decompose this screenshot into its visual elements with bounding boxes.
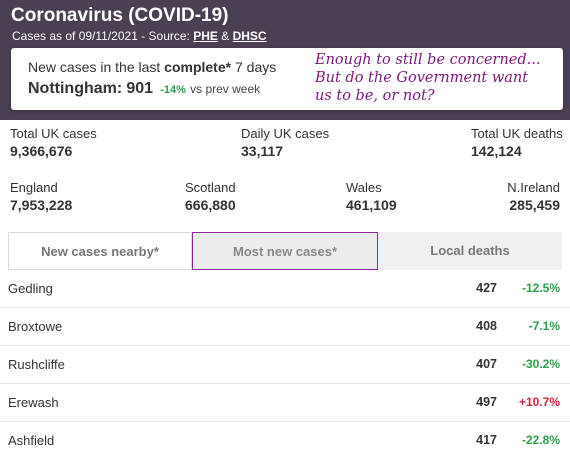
total-uk-cases-label: Total UK cases <box>10 126 97 141</box>
area-name: Erewash <box>8 395 59 410</box>
card-count: 901 <box>126 80 154 97</box>
wales-label: Wales <box>346 180 382 195</box>
total-uk-deaths: Total UK deaths 142,124 <box>471 126 563 159</box>
area-change-percent: -30.2% <box>521 357 560 371</box>
area-change-percent: +10.7% <box>518 395 560 409</box>
card-figures: Nottingham: 901 -14% vs prev week <box>28 80 260 98</box>
area-case-count: 407 <box>476 357 497 371</box>
page-title: Coronavirus (COVID-19) <box>11 5 229 26</box>
table-row[interactable]: Rushcliffe 407 -30.2% <box>0 346 570 384</box>
card-place: Nottingham: <box>28 80 123 97</box>
card-heading-bold: complete* <box>164 59 232 75</box>
table-row[interactable]: Gedling 427 -12.5% <box>0 270 570 308</box>
source-line: Cases as of 09/11/2021 - Source: PHE & D… <box>12 29 267 43</box>
area-name: Gedling <box>8 281 53 296</box>
area-name: Broxtowe <box>8 319 63 334</box>
tab-local-deaths[interactable]: Local deaths <box>430 243 510 258</box>
area-case-count: 497 <box>476 395 497 409</box>
dhsc-link[interactable]: DHSC <box>232 29 267 43</box>
area-case-count: 427 <box>476 281 497 295</box>
england-value: 7,953,228 <box>10 197 73 213</box>
scotland-value: 666,880 <box>185 197 236 213</box>
card-heading-prefix: New cases in the last <box>28 59 165 75</box>
area-change-percent: -7.1% <box>528 319 560 333</box>
daily-uk-cases: Daily UK cases 33,117 <box>241 126 329 159</box>
table-row[interactable]: Erewash 497 +10.7% <box>0 384 570 422</box>
annotation-line-3: us to be, or not? <box>315 88 435 104</box>
ni-value: 285,459 <box>509 197 560 213</box>
area-change-percent: -12.5% <box>521 281 560 295</box>
daily-uk-cases-value: 33,117 <box>241 143 284 159</box>
card-change: -14% <box>160 84 186 96</box>
card-vs-label: vs prev week <box>190 82 261 96</box>
total-uk-cases: Total UK cases 9,366,676 <box>10 126 97 159</box>
card-heading: New cases in the last complete* 7 days <box>28 59 276 75</box>
handwritten-annotation: Enough to still be concerned... But do t… <box>315 51 560 105</box>
scotland-label: Scotland <box>185 180 236 195</box>
england-stat: England 7,953,228 <box>10 180 72 213</box>
table-row[interactable]: Ashfield 417 -22.8% <box>0 422 570 459</box>
wales-value: 461,109 <box>346 197 397 213</box>
area-name: Rushcliffe <box>8 357 65 372</box>
tab-bar: New cases nearby* Most new cases* Local … <box>8 232 562 270</box>
ni-stat: N.Ireland 285,459 <box>507 180 560 213</box>
area-case-count: 417 <box>476 433 497 447</box>
source-prefix: Cases as of 09/11/2021 - Source: <box>12 29 194 43</box>
annotation-line-2: But do the Government want <box>315 70 529 86</box>
ni-label: N.Ireland <box>507 180 560 195</box>
scotland-stat: Scotland 666,880 <box>185 180 236 213</box>
local-summary-card: New cases in the last complete* 7 days N… <box>11 48 563 110</box>
area-change-percent: -22.8% <box>521 433 560 447</box>
total-uk-cases-value: 9,366,676 <box>10 143 73 159</box>
tab-new-cases-nearby[interactable]: New cases nearby* <box>8 232 192 270</box>
area-name: Ashfield <box>8 433 55 448</box>
phe-link[interactable]: PHE <box>193 29 218 43</box>
wales-stat: Wales 461,109 <box>346 180 397 213</box>
table-row[interactable]: Broxtowe 408 -7.1% <box>0 308 570 346</box>
source-join: & <box>217 29 233 43</box>
tab-most-new-cases[interactable]: Most new cases* <box>192 232 378 270</box>
area-case-count: 408 <box>476 319 497 333</box>
annotation-line-1: Enough to still be concerned... <box>315 52 541 68</box>
england-label: England <box>10 180 58 195</box>
card-heading-suffix: 7 days <box>231 59 277 75</box>
daily-uk-cases-label: Daily UK cases <box>241 126 330 141</box>
total-uk-deaths-value: 142,124 <box>471 143 522 159</box>
total-uk-deaths-label: Total UK deaths <box>471 126 563 141</box>
